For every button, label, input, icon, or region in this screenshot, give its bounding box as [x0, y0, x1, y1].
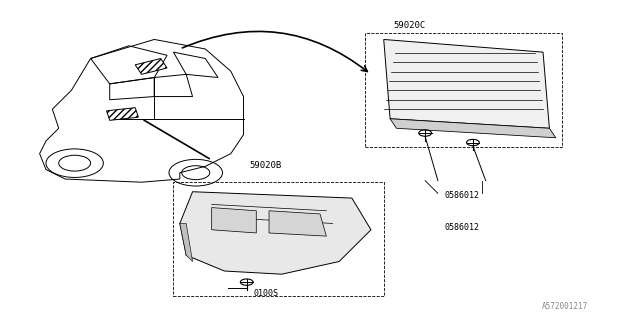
- Polygon shape: [212, 208, 256, 233]
- Polygon shape: [135, 59, 167, 74]
- Text: 59020B: 59020B: [250, 161, 282, 170]
- Polygon shape: [180, 223, 193, 261]
- Polygon shape: [180, 192, 371, 274]
- Polygon shape: [384, 39, 549, 128]
- Polygon shape: [106, 108, 138, 120]
- Text: 0586012: 0586012: [444, 223, 479, 232]
- Text: 59020C: 59020C: [394, 21, 426, 30]
- Polygon shape: [269, 211, 326, 236]
- Text: 0586012: 0586012: [444, 191, 479, 200]
- Text: A572001217: A572001217: [541, 302, 588, 311]
- Polygon shape: [390, 119, 556, 138]
- Text: 0100S: 0100S: [253, 289, 278, 299]
